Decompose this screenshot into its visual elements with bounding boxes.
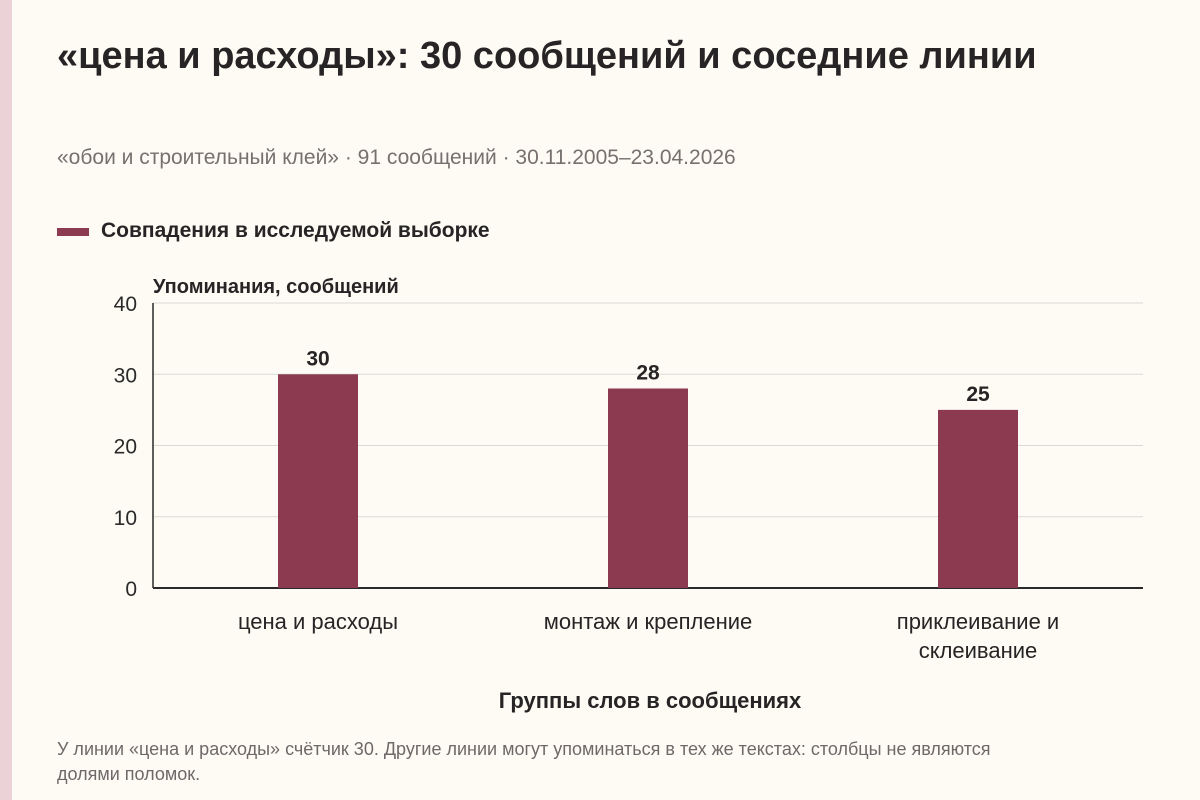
x-tick-label: приклеивание и: [897, 609, 1059, 634]
x-tick-label: монтаж и крепление: [544, 609, 753, 634]
bar: [938, 409, 1018, 588]
bar-value-label: 30: [306, 347, 329, 370]
x-axis-label: Группы слов в сообщениях: [499, 688, 802, 713]
bar: [608, 388, 688, 588]
y-axis-label: Упоминания, сообщений: [153, 276, 399, 298]
chart-title: «цена и расходы»: 30 сообщений и соседни…: [57, 35, 1037, 77]
bar-value-label: 28: [636, 362, 660, 385]
bar: [278, 374, 358, 588]
y-tick-label: 30: [114, 364, 137, 387]
x-tick-label: цена и расходы: [238, 609, 398, 634]
footnote: У линии «цена и расходы» счётчик 30. Дру…: [57, 739, 991, 784]
chart-subtitle: «обои и строительный клей» · 91 сообщени…: [57, 146, 736, 169]
y-tick-label: 20: [114, 436, 137, 459]
legend: Совпадения в исследуемой выборке: [57, 219, 490, 243]
x-tick-label: склеивание: [919, 638, 1038, 663]
y-tick-label: 10: [114, 507, 137, 530]
accent-strip: [0, 0, 12, 800]
bar-value-label: 25: [966, 383, 990, 406]
y-tick-label: 40: [114, 293, 137, 316]
legend-swatch: [57, 228, 89, 236]
bar-chart: 0 10 20 30 40 Упоминания, сообщений 30 цена и р…: [114, 276, 1143, 713]
legend-label: Совпадения в исследуемой выборке: [101, 219, 490, 242]
y-tick-label: 0: [125, 578, 137, 601]
